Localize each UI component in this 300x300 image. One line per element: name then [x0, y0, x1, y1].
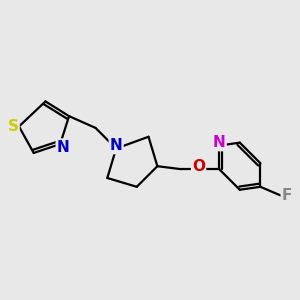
Text: N: N [57, 140, 70, 154]
Text: O: O [192, 159, 205, 174]
Text: F: F [282, 188, 292, 203]
Text: N: N [213, 135, 226, 150]
Text: S: S [8, 119, 19, 134]
Text: N: N [110, 138, 122, 153]
